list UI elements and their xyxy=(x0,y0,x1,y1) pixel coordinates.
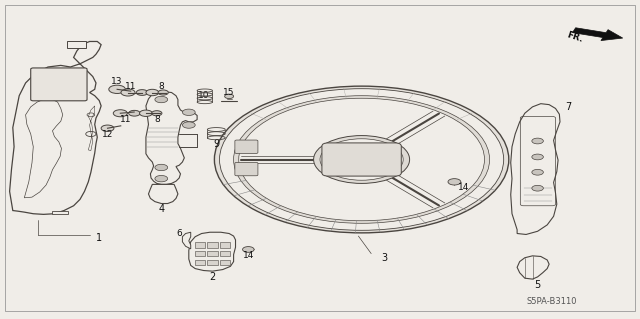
Circle shape xyxy=(220,89,504,230)
Bar xyxy=(195,260,205,265)
Polygon shape xyxy=(148,184,178,204)
Text: 6: 6 xyxy=(177,229,182,238)
Text: 5: 5 xyxy=(534,279,541,290)
Circle shape xyxy=(101,125,114,131)
Polygon shape xyxy=(189,232,236,271)
Circle shape xyxy=(155,164,168,171)
Circle shape xyxy=(129,110,140,116)
Polygon shape xyxy=(511,104,560,234)
Circle shape xyxy=(243,247,254,252)
Circle shape xyxy=(214,86,509,233)
Text: 3: 3 xyxy=(381,253,387,263)
Polygon shape xyxy=(24,99,63,198)
Circle shape xyxy=(532,185,543,191)
Text: 10: 10 xyxy=(198,91,209,100)
Circle shape xyxy=(320,139,403,180)
Circle shape xyxy=(239,98,484,221)
Circle shape xyxy=(121,89,135,96)
Bar xyxy=(207,251,218,256)
Bar xyxy=(207,260,218,265)
Text: 11: 11 xyxy=(125,82,137,91)
Circle shape xyxy=(448,179,461,185)
Text: 4: 4 xyxy=(158,204,164,214)
Circle shape xyxy=(136,90,148,95)
Circle shape xyxy=(225,94,234,99)
Circle shape xyxy=(155,96,168,103)
FancyBboxPatch shape xyxy=(322,143,401,176)
Polygon shape xyxy=(517,256,549,279)
Text: 1: 1 xyxy=(96,233,102,243)
FancyBboxPatch shape xyxy=(235,140,258,153)
Bar xyxy=(52,211,68,214)
Text: 2: 2 xyxy=(209,272,216,282)
Polygon shape xyxy=(182,232,191,249)
Bar xyxy=(220,260,230,265)
FancyBboxPatch shape xyxy=(31,68,87,101)
Circle shape xyxy=(234,96,490,223)
Circle shape xyxy=(532,154,543,160)
Text: 15: 15 xyxy=(223,88,235,97)
Circle shape xyxy=(532,169,543,175)
Polygon shape xyxy=(10,41,101,214)
Bar xyxy=(67,41,86,48)
Circle shape xyxy=(146,89,159,96)
FancyBboxPatch shape xyxy=(235,162,258,176)
Circle shape xyxy=(109,85,125,93)
Bar xyxy=(207,242,218,248)
Text: 8: 8 xyxy=(154,115,159,124)
Bar xyxy=(195,251,205,256)
Text: FR.: FR. xyxy=(566,31,584,44)
Circle shape xyxy=(158,90,168,95)
Bar xyxy=(220,251,230,256)
Circle shape xyxy=(155,175,168,182)
Circle shape xyxy=(314,136,410,183)
Text: 14: 14 xyxy=(243,251,254,260)
Bar xyxy=(220,242,230,248)
Text: 9: 9 xyxy=(213,139,220,149)
Polygon shape xyxy=(572,28,623,41)
Text: 14: 14 xyxy=(458,183,470,192)
Polygon shape xyxy=(146,92,197,184)
Text: 8: 8 xyxy=(159,82,164,91)
Circle shape xyxy=(113,110,127,117)
Circle shape xyxy=(140,110,152,116)
Circle shape xyxy=(532,138,543,144)
Text: 11: 11 xyxy=(120,115,131,124)
Text: 7: 7 xyxy=(565,102,572,112)
Circle shape xyxy=(182,109,195,115)
Circle shape xyxy=(152,111,162,116)
Text: S5PA-B3110: S5PA-B3110 xyxy=(527,297,577,306)
Text: 12: 12 xyxy=(102,130,113,139)
Bar xyxy=(195,242,205,248)
Circle shape xyxy=(182,122,195,128)
Text: 13: 13 xyxy=(111,77,123,86)
